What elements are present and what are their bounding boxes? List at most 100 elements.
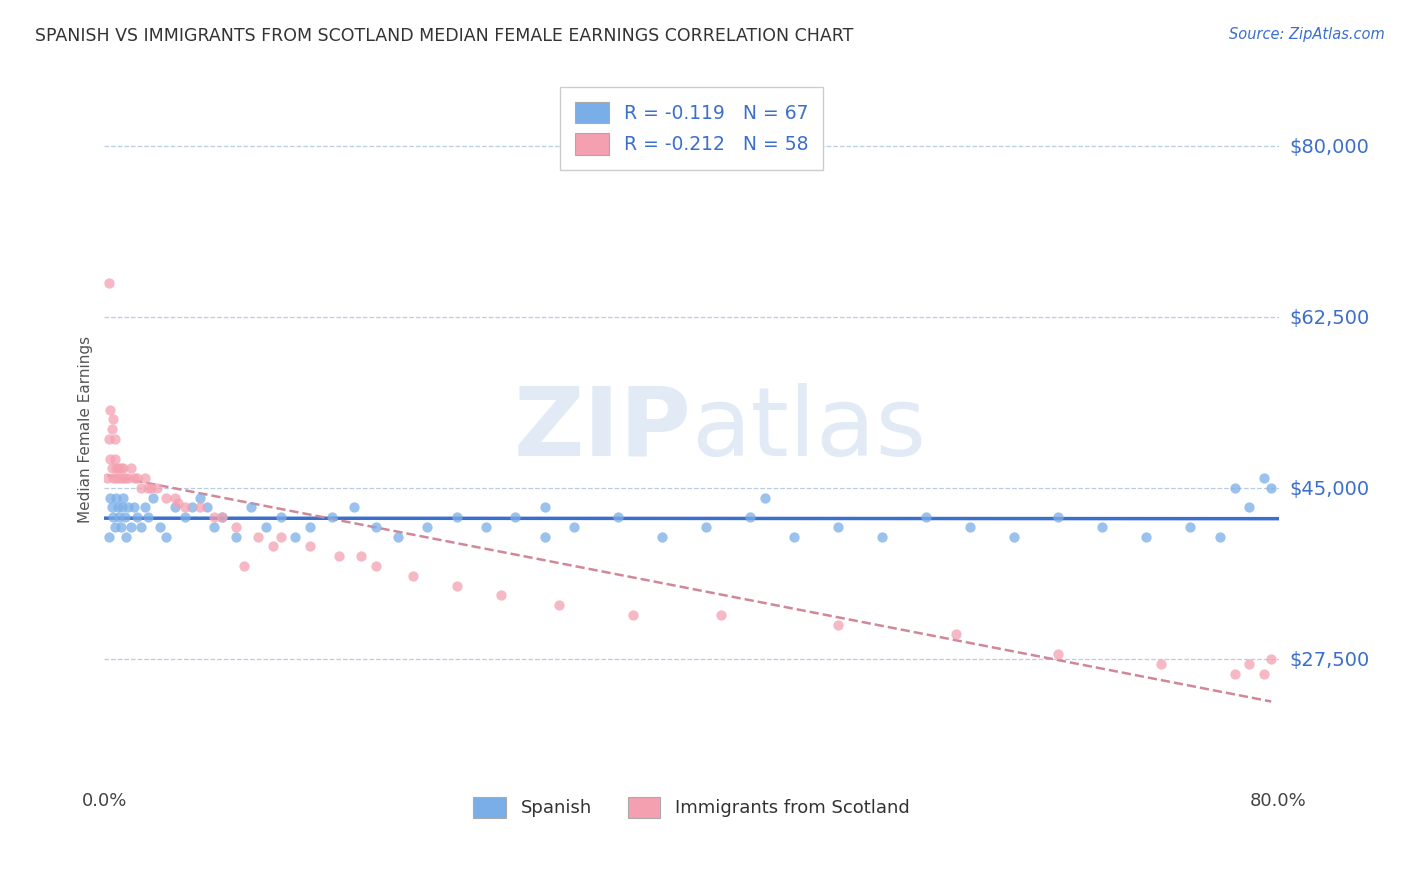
Point [115, 530, 138, 544]
Point [146, 481, 169, 495]
Point [1180, 520, 1202, 534]
Point [446, 510, 468, 524]
Point [120, 461, 142, 475]
Point [1209, 530, 1232, 544]
Point [155, 530, 177, 544]
Point [695, 520, 717, 534]
Point [321, 510, 343, 524]
Point [104, 451, 127, 466]
Point [111, 471, 134, 485]
Point [141, 481, 163, 495]
Point [548, 598, 571, 612]
Point [350, 549, 373, 564]
Point [211, 510, 233, 524]
Point [945, 627, 967, 641]
Point [100, 461, 122, 475]
Point [959, 520, 981, 534]
Point [166, 495, 188, 509]
Point [103, 510, 125, 524]
Point [247, 530, 270, 544]
Point [100, 500, 122, 515]
Point [446, 578, 468, 592]
Y-axis label: Median Female Earnings: Median Female Earnings [79, 335, 93, 523]
Point [155, 491, 177, 505]
Point [254, 520, 277, 534]
Point [621, 607, 644, 622]
Point [1260, 481, 1282, 495]
Point [97, 530, 120, 544]
Point [110, 461, 132, 475]
Point [134, 500, 156, 515]
Point [108, 471, 131, 485]
Point [129, 520, 152, 534]
Point [1135, 530, 1157, 544]
Point [262, 540, 284, 554]
Point [270, 530, 292, 544]
Point [142, 491, 165, 505]
Text: ZIP: ZIP [513, 383, 692, 475]
Point [298, 520, 321, 534]
Point [98, 491, 121, 505]
Point [105, 491, 128, 505]
Point [188, 491, 211, 505]
Point [533, 530, 555, 544]
Legend: Spanish, Immigrants from Scotland: Spanish, Immigrants from Scotland [467, 789, 917, 825]
Point [195, 500, 218, 515]
Point [125, 510, 148, 524]
Point [105, 471, 128, 485]
Point [225, 520, 247, 534]
Point [562, 520, 585, 534]
Point [1253, 471, 1275, 485]
Point [505, 510, 527, 524]
Point [232, 559, 254, 574]
Point [284, 530, 307, 544]
Point [1002, 530, 1025, 544]
Point [122, 471, 145, 485]
Point [211, 510, 233, 524]
Point [872, 530, 894, 544]
Point [104, 432, 127, 446]
Point [111, 500, 134, 515]
Point [401, 569, 423, 583]
Point [754, 491, 776, 505]
Point [138, 510, 160, 524]
Point [100, 422, 122, 436]
Point [1047, 647, 1070, 661]
Text: Source: ZipAtlas.com: Source: ZipAtlas.com [1229, 27, 1385, 42]
Point [112, 491, 135, 505]
Point [149, 520, 172, 534]
Point [1260, 652, 1282, 666]
Point [827, 617, 849, 632]
Point [174, 510, 197, 524]
Point [98, 402, 121, 417]
Point [1237, 657, 1260, 671]
Point [103, 412, 125, 426]
Point [138, 481, 160, 495]
Point [827, 520, 849, 534]
Point [343, 500, 366, 515]
Point [163, 500, 186, 515]
Point [1047, 510, 1070, 524]
Point [117, 500, 139, 515]
Point [97, 276, 120, 290]
Point [114, 510, 136, 524]
Point [125, 471, 148, 485]
Point [1091, 520, 1114, 534]
Point [114, 471, 136, 485]
Point [1223, 481, 1246, 495]
Point [188, 500, 211, 515]
Point [533, 500, 555, 515]
Point [1223, 666, 1246, 681]
Point [103, 471, 125, 485]
Point [104, 520, 127, 534]
Point [489, 588, 512, 602]
Point [1237, 500, 1260, 515]
Point [108, 510, 131, 524]
Point [117, 471, 139, 485]
Text: atlas: atlas [692, 383, 927, 475]
Point [122, 500, 145, 515]
Point [163, 491, 186, 505]
Point [204, 510, 226, 524]
Point [105, 461, 128, 475]
Point [174, 500, 197, 515]
